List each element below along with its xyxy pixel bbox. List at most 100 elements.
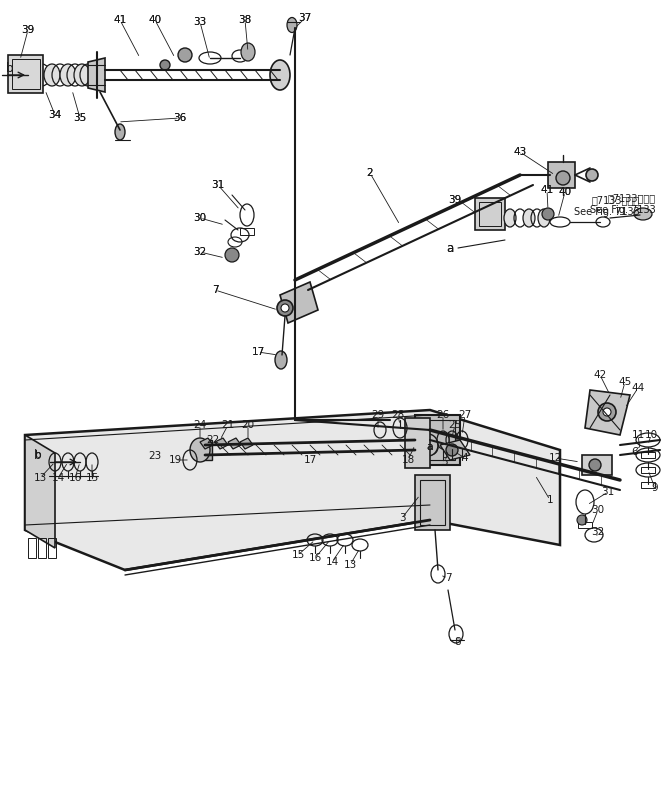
Bar	[38, 538, 46, 558]
Bar	[582, 455, 612, 475]
Ellipse shape	[60, 64, 76, 86]
Text: 14: 14	[326, 557, 339, 567]
Bar	[415, 415, 460, 465]
Text: 9: 9	[651, 483, 658, 493]
Text: 28: 28	[391, 410, 404, 420]
Ellipse shape	[270, 60, 290, 90]
Ellipse shape	[504, 209, 516, 227]
Ellipse shape	[523, 209, 535, 227]
Text: 23: 23	[148, 451, 162, 461]
Text: 7: 7	[445, 573, 451, 583]
Bar	[479, 202, 501, 226]
Text: 15: 15	[291, 550, 305, 560]
Text: 第7133図参照: 第7133図参照	[592, 195, 640, 205]
Text: 30: 30	[193, 213, 207, 223]
Text: a: a	[446, 241, 453, 255]
Text: 43: 43	[513, 147, 527, 157]
Ellipse shape	[190, 438, 210, 462]
Text: 32: 32	[193, 247, 207, 257]
Text: 14: 14	[52, 473, 65, 483]
Ellipse shape	[275, 351, 287, 369]
Text: 34: 34	[48, 110, 62, 120]
Text: See Fig. 7133: See Fig. 7133	[574, 207, 640, 217]
Text: 6: 6	[632, 447, 638, 457]
Text: 31: 31	[211, 180, 224, 190]
Text: 40: 40	[148, 15, 162, 25]
Polygon shape	[240, 438, 253, 449]
Text: 12: 12	[548, 453, 561, 463]
Bar	[641, 467, 655, 473]
Text: 31: 31	[601, 487, 614, 497]
Text: 36: 36	[173, 113, 187, 123]
Ellipse shape	[538, 209, 550, 227]
Bar	[12, 59, 40, 89]
Ellipse shape	[287, 17, 297, 32]
Text: 2: 2	[367, 168, 373, 178]
Text: 第7133図参照: 第7133図参照	[608, 193, 656, 203]
Text: 10: 10	[644, 430, 657, 440]
Text: 7: 7	[212, 285, 218, 295]
Ellipse shape	[418, 434, 438, 456]
Text: 7: 7	[212, 285, 218, 295]
Bar	[641, 482, 655, 488]
Circle shape	[281, 304, 289, 312]
Text: 4: 4	[461, 453, 468, 463]
Bar	[475, 198, 505, 230]
Circle shape	[577, 515, 587, 525]
Text: 27: 27	[458, 410, 471, 420]
Text: 30: 30	[591, 505, 604, 515]
Text: 43: 43	[513, 147, 527, 157]
Text: 41: 41	[113, 15, 126, 25]
Text: 32: 32	[591, 527, 604, 537]
Bar	[415, 438, 427, 458]
Text: 45: 45	[618, 377, 632, 387]
Bar	[200, 440, 212, 460]
Text: 3: 3	[399, 513, 405, 523]
Text: 1: 1	[547, 495, 553, 505]
Text: 24: 24	[193, 420, 207, 430]
Polygon shape	[25, 410, 560, 570]
Text: 8: 8	[455, 637, 461, 647]
Ellipse shape	[22, 64, 38, 86]
Polygon shape	[228, 438, 241, 449]
Text: 16: 16	[68, 473, 81, 483]
Circle shape	[446, 444, 458, 456]
Text: b: b	[34, 448, 42, 461]
Text: 17: 17	[303, 455, 316, 465]
Ellipse shape	[74, 64, 90, 86]
Circle shape	[160, 60, 170, 70]
Text: 41: 41	[540, 185, 553, 195]
Text: 20: 20	[242, 420, 255, 430]
Text: 29: 29	[371, 410, 385, 420]
Text: 32: 32	[193, 247, 207, 257]
Text: a: a	[426, 442, 434, 452]
Text: 41: 41	[113, 15, 126, 25]
Polygon shape	[548, 162, 575, 188]
Bar	[405, 418, 430, 468]
Circle shape	[556, 171, 570, 185]
Bar	[420, 420, 455, 460]
Text: 5: 5	[442, 457, 448, 467]
Bar	[240, 228, 254, 235]
Ellipse shape	[115, 124, 125, 140]
Text: 37: 37	[299, 13, 312, 23]
Polygon shape	[88, 58, 105, 92]
Text: 42: 42	[593, 370, 606, 380]
Text: 39: 39	[21, 25, 34, 35]
Text: a: a	[446, 241, 453, 255]
Text: 26: 26	[436, 410, 449, 420]
Text: 17: 17	[252, 347, 265, 357]
Circle shape	[603, 408, 611, 416]
Bar	[48, 538, 56, 558]
Text: 33: 33	[193, 17, 207, 27]
Bar	[8, 55, 43, 93]
Text: 36: 36	[173, 113, 187, 123]
Polygon shape	[25, 435, 55, 548]
Ellipse shape	[241, 43, 255, 61]
Text: 38: 38	[238, 15, 252, 25]
Text: 40: 40	[148, 15, 162, 25]
Polygon shape	[440, 440, 470, 460]
Text: 31: 31	[211, 180, 224, 190]
Bar	[415, 475, 450, 530]
Circle shape	[586, 169, 598, 181]
